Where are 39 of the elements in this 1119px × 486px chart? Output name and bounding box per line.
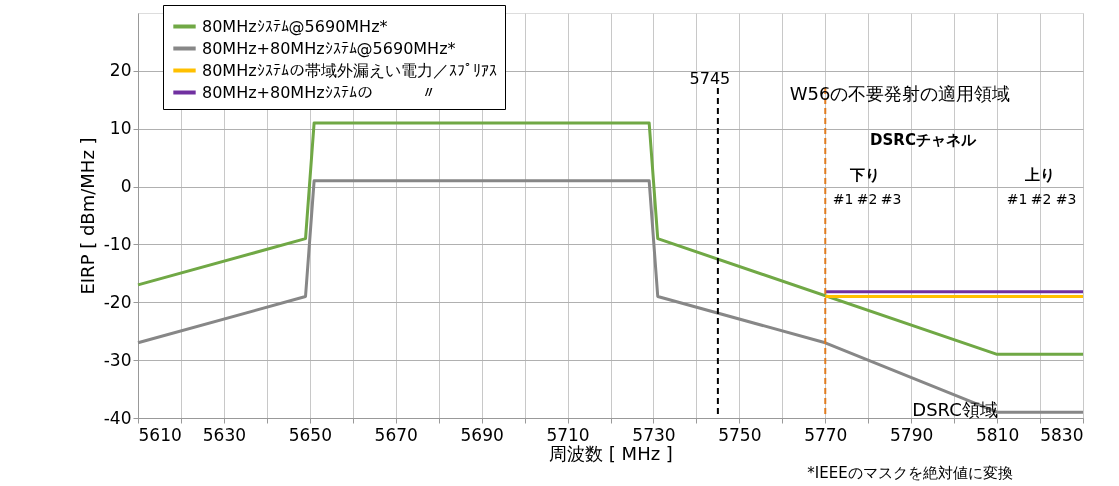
x-tick-label: 5670 [374,424,418,445]
annotation: #1 [832,191,854,207]
annotation: W56の不要発射の適用領域 [789,83,1011,104]
legend-label: 80MHz+80MHzｼｽﾃﾑ@5690MHz* [202,38,456,58]
y-tick-label: 10 [109,118,132,139]
x-tick-label: 5770 [804,424,848,445]
annotation: 上り [1024,166,1055,184]
x-tick-label: 5630 [202,424,247,445]
y-tick-label: -30 [103,349,132,370]
y-tick-label: -40 [103,407,132,428]
annotation: DSRC領域 [912,399,998,420]
legend-label: 80MHz+80MHzｼｽﾃﾑの 〃 [202,82,437,102]
x-tick-label: 5730 [632,424,676,445]
annotation: #3 [880,191,902,207]
text: *IEEEのマスクを絶対値に変換 [807,464,1013,482]
x-tick-label: 5610 [138,424,182,445]
legend-label: 80MHzｼｽﾃﾑの帯域外漏えい電力／ｽﾌﾟﾘｱｽ [202,60,497,80]
legend-label: 80MHzｼｽﾃﾑ@5690MHz* [202,16,388,36]
y-tick-label: 20 [109,60,132,81]
annotation: #2 [1030,191,1052,207]
x-tick-label: 5710 [546,424,590,445]
x-tick-label: 5650 [288,424,332,445]
annotation: #3 [1055,191,1077,207]
y-tick-label: 0 [120,176,132,197]
annotation: #1 [1006,191,1028,207]
line-series [136,121,1085,356]
x-tick-label: 5750 [718,424,762,445]
y-tick-label: -20 [103,291,132,312]
annotation: 下り [849,166,880,184]
y-tick-label: -10 [103,233,132,254]
x-axis-title: 周波数 [ MHz ] [549,442,673,464]
x-tick-label: 5830 [1040,424,1084,445]
annotation: #2 [856,191,878,207]
x-tick-label: 5790 [890,424,934,445]
annotation: DSRCチャネル [870,131,977,149]
x-tick-label: 5810 [975,424,1020,445]
x-tick-label: 5690 [460,424,504,445]
y-axis-title: EIRP [ dBm/MHz ] [76,137,98,295]
ref-line-label: 5745 [689,69,731,88]
